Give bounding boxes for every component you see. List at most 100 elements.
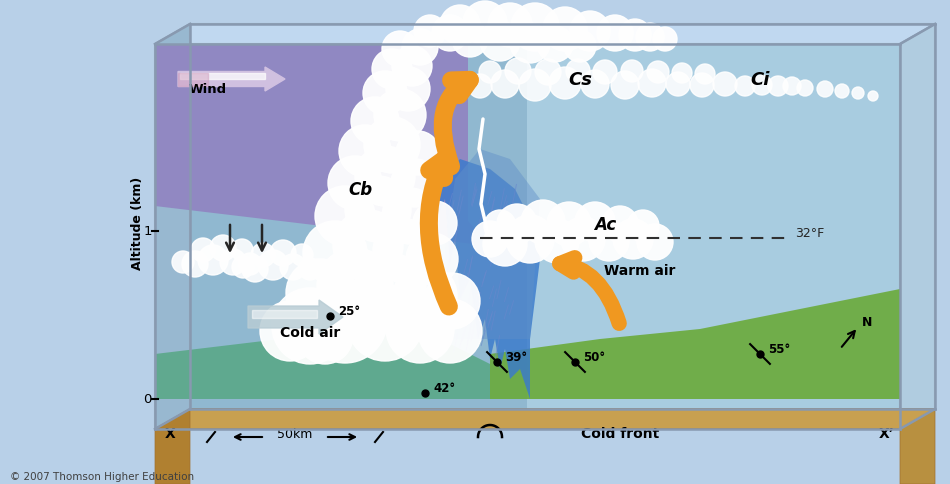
Circle shape xyxy=(210,236,236,261)
Circle shape xyxy=(852,88,864,100)
Text: 50°: 50° xyxy=(583,350,605,363)
Circle shape xyxy=(372,50,412,90)
Circle shape xyxy=(402,30,438,66)
Circle shape xyxy=(391,160,439,208)
Polygon shape xyxy=(435,160,540,399)
Circle shape xyxy=(413,201,457,245)
Circle shape xyxy=(182,252,208,277)
Polygon shape xyxy=(155,25,190,429)
Text: Altitude (km): Altitude (km) xyxy=(131,176,144,269)
Circle shape xyxy=(627,211,659,242)
Text: 42°: 42° xyxy=(433,381,455,394)
Circle shape xyxy=(393,264,457,328)
Circle shape xyxy=(497,205,537,244)
Circle shape xyxy=(472,222,508,257)
Text: Warm air: Warm air xyxy=(604,263,675,277)
Circle shape xyxy=(406,233,458,286)
Text: Ac: Ac xyxy=(594,215,617,233)
Text: 55°: 55° xyxy=(768,342,790,355)
Circle shape xyxy=(239,254,261,275)
Circle shape xyxy=(621,61,643,83)
Circle shape xyxy=(638,70,666,98)
Circle shape xyxy=(611,72,639,100)
Circle shape xyxy=(537,27,573,63)
Circle shape xyxy=(382,32,418,68)
Circle shape xyxy=(315,187,375,246)
Circle shape xyxy=(347,286,423,361)
Circle shape xyxy=(575,203,615,242)
Circle shape xyxy=(260,302,320,361)
Circle shape xyxy=(374,90,426,142)
Polygon shape xyxy=(155,409,935,429)
Circle shape xyxy=(198,245,228,275)
Circle shape xyxy=(511,4,559,52)
Circle shape xyxy=(328,157,382,211)
Polygon shape xyxy=(445,150,540,339)
Text: 32°F: 32°F xyxy=(795,227,825,240)
Circle shape xyxy=(835,85,849,99)
Circle shape xyxy=(505,59,531,85)
Text: X: X xyxy=(164,426,176,440)
Circle shape xyxy=(666,73,690,97)
Circle shape xyxy=(535,60,561,86)
FancyArrow shape xyxy=(180,74,265,80)
Circle shape xyxy=(519,70,551,102)
Circle shape xyxy=(581,71,609,99)
Circle shape xyxy=(488,4,532,48)
Circle shape xyxy=(797,81,813,97)
Circle shape xyxy=(480,22,520,62)
Circle shape xyxy=(549,68,581,100)
FancyArrow shape xyxy=(248,301,343,334)
Text: N: N xyxy=(862,316,872,328)
Circle shape xyxy=(382,189,438,244)
Circle shape xyxy=(270,241,296,267)
Circle shape xyxy=(613,220,653,259)
Text: Cold front: Cold front xyxy=(580,426,659,440)
Text: 1: 1 xyxy=(143,225,152,238)
Circle shape xyxy=(521,200,565,244)
Circle shape xyxy=(191,239,215,262)
Circle shape xyxy=(396,132,440,176)
Circle shape xyxy=(418,300,482,363)
Circle shape xyxy=(547,203,591,246)
Polygon shape xyxy=(155,25,935,45)
Circle shape xyxy=(597,16,633,52)
Circle shape xyxy=(566,60,590,84)
Bar xyxy=(527,45,899,429)
Circle shape xyxy=(386,68,430,112)
Circle shape xyxy=(783,78,801,96)
FancyArrow shape xyxy=(178,74,208,86)
Circle shape xyxy=(463,2,507,46)
Circle shape xyxy=(303,279,387,363)
Text: Cold air: Cold air xyxy=(280,325,340,339)
Text: 39°: 39° xyxy=(505,350,527,363)
Circle shape xyxy=(483,223,527,267)
Circle shape xyxy=(491,71,519,99)
FancyArrow shape xyxy=(178,68,285,92)
Circle shape xyxy=(251,243,275,268)
Circle shape xyxy=(593,61,617,85)
Polygon shape xyxy=(900,409,935,484)
Circle shape xyxy=(713,73,737,97)
Circle shape xyxy=(351,98,399,146)
Polygon shape xyxy=(155,45,490,246)
Circle shape xyxy=(220,249,246,275)
Circle shape xyxy=(414,16,446,48)
Text: © 2007 Thomson Higher Education: © 2007 Thomson Higher Education xyxy=(10,471,194,481)
Circle shape xyxy=(690,74,714,98)
Polygon shape xyxy=(900,25,935,429)
Circle shape xyxy=(564,31,596,63)
Circle shape xyxy=(242,257,268,283)
Polygon shape xyxy=(155,409,190,484)
Circle shape xyxy=(570,12,610,52)
Circle shape xyxy=(303,222,367,286)
Circle shape xyxy=(636,24,664,52)
Circle shape xyxy=(619,20,651,52)
Circle shape xyxy=(561,217,605,261)
Circle shape xyxy=(232,257,254,278)
Circle shape xyxy=(355,147,415,207)
Circle shape xyxy=(817,82,833,98)
Text: Ci: Ci xyxy=(750,71,770,89)
Circle shape xyxy=(432,16,468,52)
Circle shape xyxy=(543,8,587,52)
